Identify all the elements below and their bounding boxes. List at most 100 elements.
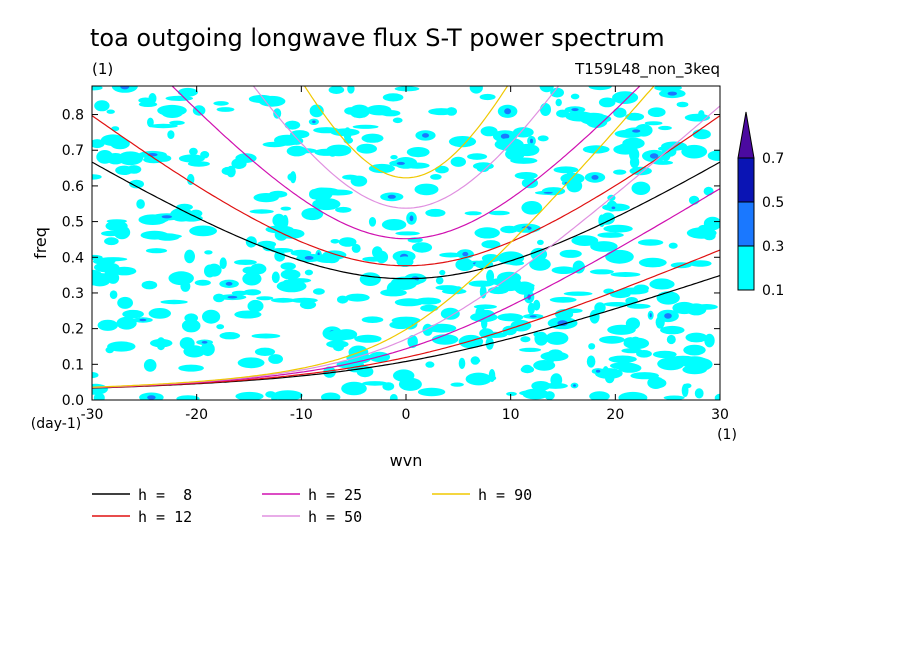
contour-patch — [465, 372, 492, 386]
contour-patch — [589, 391, 610, 400]
legend-label: h = 8 — [138, 486, 192, 504]
contour-patch — [435, 285, 459, 291]
contour-patch — [704, 333, 715, 348]
contour-patch — [361, 133, 384, 143]
contour-patch-high — [530, 138, 533, 144]
contour-patch — [414, 183, 439, 196]
contour-patch — [192, 105, 206, 116]
contour-patch-high — [304, 256, 314, 260]
contour-patch — [351, 243, 361, 253]
contour-patch — [435, 276, 444, 285]
contour-patch — [349, 104, 370, 119]
contour-patch — [519, 390, 546, 396]
contour-patch — [178, 364, 204, 372]
contour-patch — [403, 279, 421, 286]
contour-patch — [450, 382, 464, 387]
contour-patch — [683, 344, 706, 356]
contour-patch — [268, 190, 288, 198]
contour-patch — [599, 335, 625, 344]
contour-patch — [106, 153, 125, 165]
contour-patch — [420, 304, 439, 312]
contour-patch — [242, 272, 262, 286]
contour-patch — [539, 86, 554, 93]
contour-patch — [352, 124, 379, 129]
contour-patch — [530, 247, 548, 261]
contour-patch — [243, 289, 262, 296]
legend: h = 8 h = 12 h = 25 h = 50 h = 90 — [92, 486, 532, 526]
contour-patch — [325, 330, 351, 342]
contour-patch-high — [387, 194, 396, 199]
contour-patch — [167, 130, 175, 140]
contour-patch — [177, 87, 198, 97]
contour-patch-high — [573, 384, 576, 387]
contour-patch — [273, 108, 282, 119]
y-tick-label: 0.2 — [62, 322, 84, 338]
contour-patch — [271, 297, 296, 303]
contour-patch — [301, 207, 324, 221]
contour-patch — [692, 129, 711, 140]
contour-patch-high — [409, 215, 414, 222]
contour-patch — [389, 320, 413, 329]
contour-patch — [603, 302, 630, 307]
contour-patch — [92, 86, 103, 91]
contour-patch — [335, 206, 352, 213]
contour-patch — [406, 147, 430, 158]
contour-patch — [180, 280, 191, 292]
contour-patch — [431, 334, 459, 345]
x-tick-label: 20 — [606, 407, 624, 423]
contour-patch-high — [632, 129, 641, 133]
contour-patch — [282, 279, 291, 289]
y-unit-label: (day-1) — [31, 416, 81, 432]
contour-patch — [206, 263, 222, 277]
contour-patch-high — [504, 108, 511, 115]
contour-patch — [148, 308, 171, 319]
contour-patch — [652, 350, 677, 359]
contour-patch — [161, 107, 183, 118]
contour-patch — [610, 272, 641, 277]
contour-patch-high — [595, 369, 601, 373]
contour-patch — [129, 179, 145, 189]
contour-patch — [179, 337, 195, 350]
contour-patch — [473, 304, 497, 310]
contour-patch — [372, 246, 383, 259]
contour-patch — [250, 263, 267, 275]
contour-patch — [272, 213, 286, 228]
dispersion-curve-h90-kelvin — [92, 86, 655, 388]
legend-label: h = 25 — [308, 486, 362, 504]
contour-patch — [488, 210, 510, 216]
y-axis: 0.0 0.1 0.2 0.3 0.4 0.5 0.6 0.7 0.8 — [62, 108, 720, 409]
contour-patch — [309, 189, 320, 200]
colorbar-level-label: 0.7 — [762, 151, 784, 167]
contour-patch — [629, 155, 640, 169]
contour-patch — [508, 260, 525, 266]
contour-patch — [458, 334, 484, 349]
contour-patch — [256, 296, 274, 301]
colorbar-swatch-2 — [737, 157, 755, 203]
contour-patch — [697, 224, 710, 238]
contour-patch — [537, 239, 544, 245]
contour-patch — [439, 252, 463, 258]
contour-patch — [450, 156, 466, 167]
colorbar-level-label: 0.1 — [762, 283, 784, 299]
contour-patch — [658, 125, 672, 131]
contour-patch — [389, 394, 398, 400]
contour-patch — [588, 86, 612, 91]
contour-patch — [563, 291, 593, 296]
contour-patch — [235, 391, 264, 400]
contour-patch — [514, 172, 538, 180]
contour-patch — [234, 259, 257, 265]
contour-patch — [265, 391, 276, 398]
contour-patch — [613, 107, 627, 118]
contour-patch — [553, 166, 579, 174]
contour-patch-high — [312, 120, 316, 124]
contour-patch — [354, 334, 382, 343]
contour-patch — [685, 332, 708, 343]
contour-patch — [649, 278, 675, 290]
contour-patch — [221, 166, 235, 176]
colorbar-level-label: 0.3 — [762, 239, 784, 255]
contour-patch — [630, 372, 659, 380]
contour-patch — [668, 242, 678, 249]
contour-patch-high — [667, 91, 677, 96]
contour-patch — [341, 381, 367, 396]
contour-patch — [289, 136, 304, 145]
